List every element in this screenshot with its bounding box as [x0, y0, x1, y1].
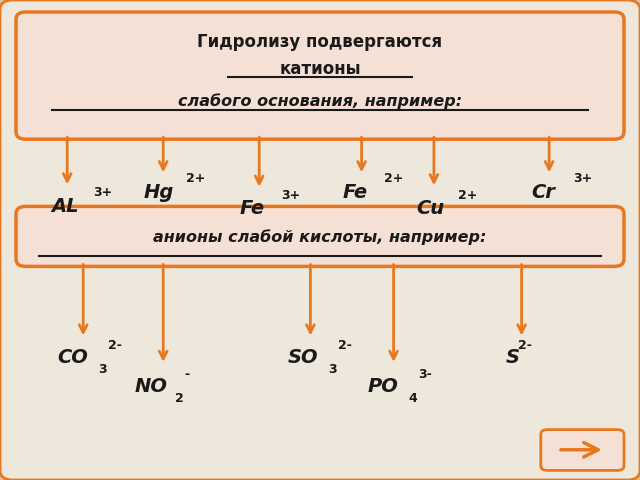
Text: 2+: 2+ — [186, 172, 205, 185]
Text: SO: SO — [288, 348, 319, 367]
Text: Fe: Fe — [342, 182, 367, 202]
Text: -: - — [184, 368, 189, 381]
Text: Hg: Hg — [144, 182, 174, 202]
Text: S: S — [506, 348, 520, 367]
Text: 4: 4 — [408, 392, 417, 405]
Text: 2-: 2- — [338, 339, 352, 352]
Text: 2+: 2+ — [384, 172, 403, 185]
FancyBboxPatch shape — [16, 206, 624, 266]
Text: 3+: 3+ — [282, 189, 301, 202]
FancyBboxPatch shape — [16, 12, 624, 139]
Text: NO: NO — [134, 377, 168, 396]
Text: AL: AL — [51, 197, 79, 216]
Text: CO: CO — [58, 348, 88, 367]
Text: Cu: Cu — [416, 199, 444, 218]
Text: Cr: Cr — [531, 182, 555, 202]
Text: 3+: 3+ — [573, 172, 592, 185]
Text: 3: 3 — [98, 363, 106, 376]
FancyBboxPatch shape — [541, 430, 624, 470]
Text: анионы слабой кислоты, например:: анионы слабой кислоты, например: — [154, 230, 486, 245]
Text: 3+: 3+ — [93, 186, 112, 200]
FancyArrowPatch shape — [561, 443, 598, 457]
Text: слабого основания, например:: слабого основания, например: — [178, 94, 462, 109]
Text: 3-: 3- — [418, 368, 431, 381]
Text: 2-: 2- — [108, 339, 122, 352]
Text: 2: 2 — [175, 392, 184, 405]
Text: 3: 3 — [328, 363, 337, 376]
Text: катионы: катионы — [279, 60, 361, 78]
Text: PO: PO — [368, 377, 399, 396]
Text: Fe: Fe — [240, 199, 265, 218]
Text: 2-: 2- — [518, 339, 532, 352]
Text: Гидролизу подвергаются: Гидролизу подвергаются — [197, 33, 443, 51]
Text: 2+: 2+ — [458, 189, 477, 202]
